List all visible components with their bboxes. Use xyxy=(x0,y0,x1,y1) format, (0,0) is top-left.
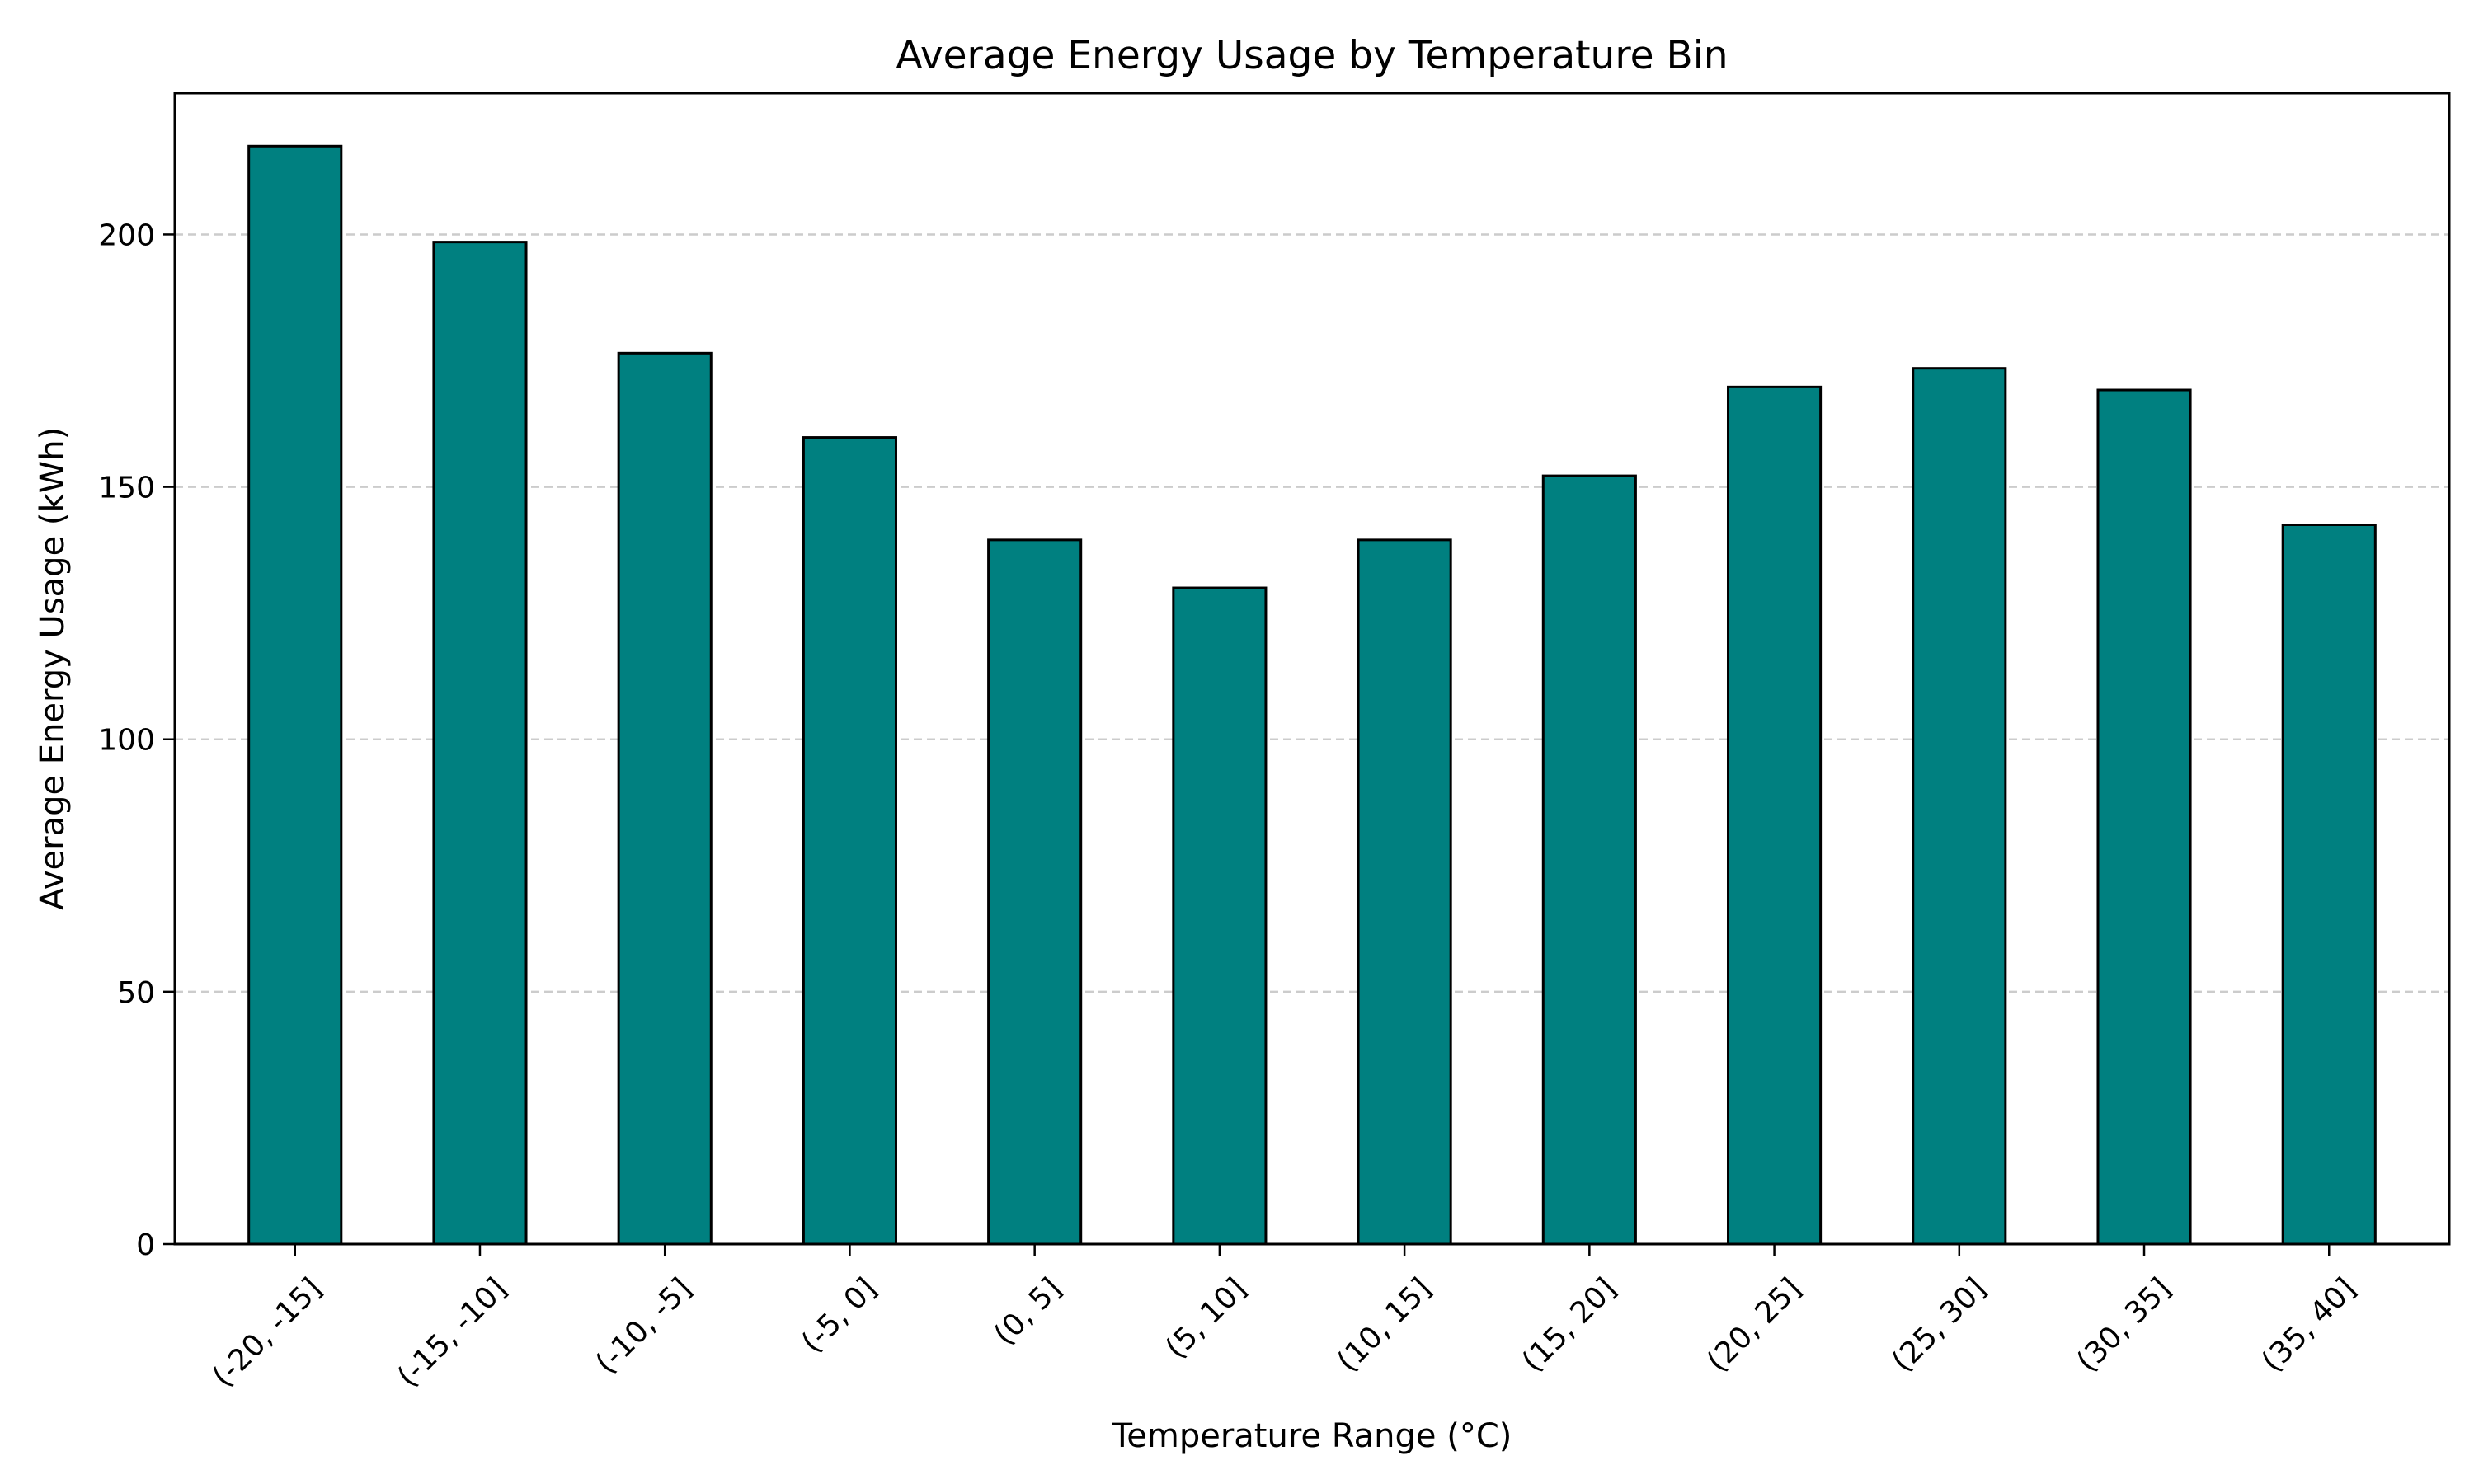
x-tick-label: (-10, -5] xyxy=(590,1271,698,1380)
x-tick-label: (35, 40] xyxy=(2255,1271,2363,1378)
x-tick-label: (20, 25] xyxy=(1700,1271,1808,1378)
y-axis-label: Average Energy Usage (kWh) xyxy=(34,427,72,910)
bar xyxy=(1358,540,1451,1244)
y-tick-label: 150 xyxy=(98,472,155,505)
x-tick-label: (-20, -15] xyxy=(206,1271,328,1393)
x-tick-label: (10, 15] xyxy=(1331,1271,1438,1378)
x-tick-label: (-15, -10] xyxy=(391,1271,513,1393)
y-tick-label: 0 xyxy=(136,1228,155,1262)
y-tick-label: 50 xyxy=(117,976,155,1010)
x-tick-label: (0, 5] xyxy=(988,1271,1068,1351)
bar xyxy=(618,353,711,1244)
bar xyxy=(1729,387,1821,1244)
y-tick-label: 100 xyxy=(98,724,155,758)
x-axis-ticks: (-20, -15] (-15, -10] (-10, -5] (-5, 0] (0, … xyxy=(206,1244,2363,1394)
bar xyxy=(434,242,526,1244)
bar xyxy=(2283,525,2375,1245)
chart-title: Average Energy Usage by Temperature Bin xyxy=(896,33,1728,78)
bar xyxy=(249,146,341,1244)
y-axis-ticks: 0 50 100 150 200 xyxy=(98,218,175,1262)
x-tick-label: (15, 20] xyxy=(1516,1271,1623,1378)
bar xyxy=(1174,588,1266,1244)
x-tick-label: (-5, 0] xyxy=(795,1271,883,1360)
x-tick-label: (5, 10] xyxy=(1159,1271,1253,1365)
bar xyxy=(803,438,896,1244)
x-tick-label: (25, 30] xyxy=(1885,1271,1992,1378)
bar xyxy=(1543,476,1635,1244)
x-tick-label: (30, 35] xyxy=(2071,1271,2178,1378)
y-tick-label: 200 xyxy=(98,218,155,252)
x-axis-label: Temperature Range (°C) xyxy=(1112,1417,1512,1455)
bars xyxy=(249,146,2376,1244)
bar xyxy=(989,540,1081,1244)
bar xyxy=(2098,390,2190,1244)
bar xyxy=(1913,369,2006,1244)
